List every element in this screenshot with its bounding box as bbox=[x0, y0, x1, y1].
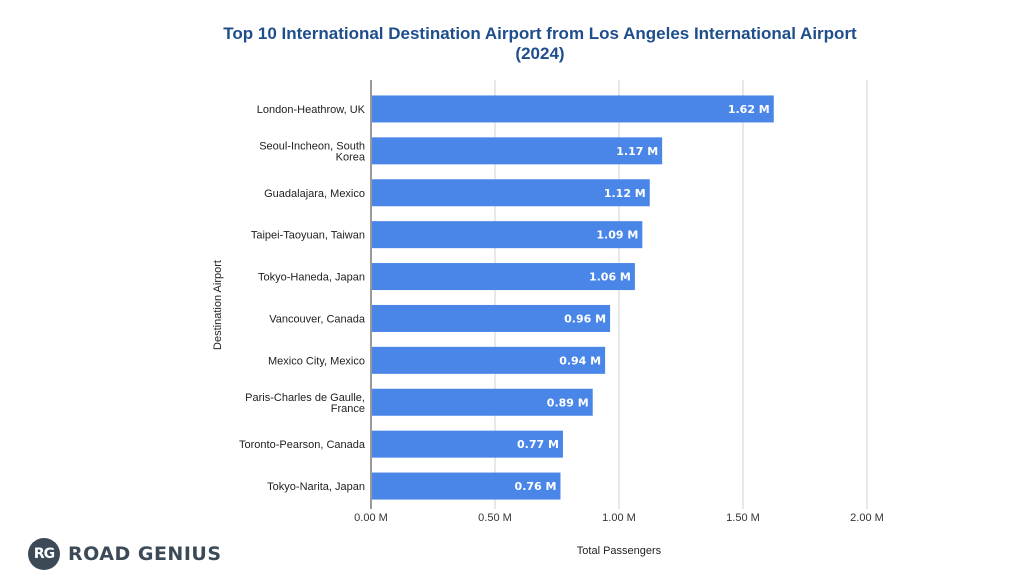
category-label-line: Toronto-Pearson, Canada bbox=[239, 439, 366, 451]
y-axis-label: Destination Airport bbox=[212, 260, 224, 350]
category-label: Guadalajara, Mexico bbox=[264, 188, 365, 200]
category-label-line: Korea bbox=[336, 151, 366, 163]
category-label: Toronto-Pearson, Canada bbox=[239, 439, 366, 451]
category-label-line: Guadalajara, Mexico bbox=[264, 188, 365, 200]
category-label-line: Paris-Charles de Gaulle, bbox=[245, 392, 365, 404]
bar bbox=[372, 221, 643, 249]
category-label: Seoul-Incheon, South Korea bbox=[259, 140, 366, 163]
bar bbox=[372, 346, 606, 374]
bar bbox=[372, 388, 593, 416]
bar bbox=[372, 304, 611, 332]
category-label-line: Seoul-Incheon, South bbox=[259, 140, 365, 152]
bar bbox=[372, 472, 561, 500]
bar-data-label: 1.17 M bbox=[616, 145, 658, 158]
bar-data-label: 1.12 M bbox=[604, 187, 646, 200]
x-tick-label: 1.00 M bbox=[602, 512, 636, 524]
category-label: London-Heathrow, UK bbox=[257, 104, 366, 116]
category-label-line: Mexico City, Mexico bbox=[268, 355, 365, 367]
bar-data-label: 0.89 M bbox=[547, 396, 589, 409]
category-label-line: Taipei-Taoyuan, Taiwan bbox=[251, 230, 365, 242]
category-label-line: Tokyo-Narita, Japan bbox=[267, 481, 365, 493]
category-label-line: France bbox=[331, 403, 365, 415]
x-axis-label: Total Passengers bbox=[576, 545, 662, 557]
logo-badge: RG bbox=[28, 538, 60, 570]
category-label: Taipei-Taoyuan, Taiwan bbox=[251, 230, 365, 242]
logo-text: ROAD GENIUS bbox=[68, 543, 222, 565]
x-tick-label: 0.00 M bbox=[354, 512, 388, 524]
x-tick-label: 0.50 M bbox=[478, 512, 512, 524]
bar-data-label: 0.77 M bbox=[517, 438, 559, 451]
category-label-line: London-Heathrow, UK bbox=[257, 104, 366, 116]
bar bbox=[372, 137, 663, 165]
road-genius-logo: RG ROAD GENIUS bbox=[28, 538, 222, 570]
category-label: Tokyo-Narita, Japan bbox=[267, 481, 365, 493]
category-label: Tokyo-Haneda, Japan bbox=[258, 272, 365, 284]
bar-data-label: 1.09 M bbox=[596, 229, 638, 242]
bar-data-label: 1.62 M bbox=[728, 103, 770, 116]
category-label: Vancouver, Canada bbox=[269, 313, 366, 325]
x-tick-label: 2.00 M bbox=[850, 512, 884, 524]
bar bbox=[372, 179, 650, 207]
bar-data-label: 1.06 M bbox=[589, 271, 631, 284]
bar-data-label: 0.94 M bbox=[559, 354, 601, 367]
bar bbox=[372, 95, 774, 123]
chart-title: Top 10 International Destination Airport… bbox=[223, 24, 857, 63]
bar bbox=[372, 263, 635, 291]
category-label-line: Vancouver, Canada bbox=[269, 313, 366, 325]
category-label: Mexico City, Mexico bbox=[268, 355, 365, 367]
category-label: Paris-Charles de Gaulle, France bbox=[245, 392, 365, 415]
category-label-line: Tokyo-Haneda, Japan bbox=[258, 272, 365, 284]
x-tick-label: 1.50 M bbox=[726, 512, 760, 524]
bar-data-label: 0.96 M bbox=[564, 312, 606, 325]
bar-data-label: 0.76 M bbox=[515, 480, 557, 493]
bar bbox=[372, 430, 563, 458]
